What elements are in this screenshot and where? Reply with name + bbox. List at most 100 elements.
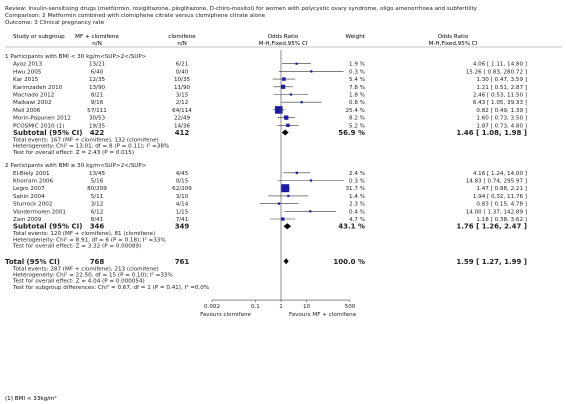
study-marker — [300, 101, 303, 104]
subtotal-label: Subtotal (95% CI) — [13, 129, 82, 137]
study-or-ci: 4.06 [ 1.11, 14.80 ] — [473, 62, 527, 68]
axis-tick-label: 500 — [345, 304, 356, 310]
col-or: Odds Ratio — [268, 34, 299, 40]
study-marker — [282, 77, 286, 81]
study-or-ci: 2.46 [ 0.53, 11.50 ] — [473, 93, 527, 99]
subgroup-title: 1 Participants with BMI < 30 kg/m<SUP>2<… — [5, 54, 147, 60]
study-marker — [284, 115, 289, 120]
subgroup-stat: Heterogeneity: Chi² = 13.01, df = 8 (P =… — [13, 143, 169, 150]
study-or-ci: 15.26 [ 0.83, 280.72 ] — [466, 69, 527, 75]
axis-tick-label: 0.002 — [204, 304, 220, 310]
study-marker — [309, 179, 313, 182]
total-stat: Heterogeneity: Chi² = 22.50, df = 15 (P … — [13, 272, 173, 279]
total-stat: Total events: 287 (MF + clomifene), 213 … — [12, 266, 159, 272]
ctrl-events: 14/36 — [174, 123, 191, 129]
study-name: Moll 2006 — [13, 108, 41, 114]
exp-events: 8/41 — [91, 217, 104, 223]
study-weight: 0.3 % — [349, 179, 365, 185]
study-marker — [277, 202, 281, 205]
col-or-method: M-H,Fixed,95% CI — [259, 41, 308, 47]
ctrl-events: 10/35 — [174, 77, 191, 83]
subgroup-stat: Total events: 120 (MF + clomifene), 81 (… — [12, 231, 155, 237]
study-name: Morin-Papunen 2012 — [13, 116, 71, 122]
total-ctrl-n: 761 — [175, 258, 190, 266]
total-exp-n: 768 — [90, 258, 105, 266]
study-name: Kar 2015 — [13, 77, 39, 83]
exp-events: 57/111 — [87, 108, 107, 114]
exp-events: 3/12 — [91, 202, 104, 208]
subtotal-or-ci: 1.46 [ 1.08, 1.98 ] — [456, 129, 527, 137]
exp-events: 5/16 — [91, 179, 104, 185]
study-weight: 31.7 % — [345, 186, 365, 192]
study-weight: 5.2 % — [349, 123, 365, 129]
exp-events: 13/45 — [89, 171, 106, 177]
subgroup-title: 2 Participants with BMI ≥ 30 kg/m<SUP>2<… — [5, 163, 147, 169]
outcome-title: Outcome: 3 Clinical pregnancy rate — [5, 20, 105, 26]
study-name: Sturrock 2002 — [13, 202, 52, 208]
study-or-ci: 1.18 [ 0.38, 3.62 ] — [476, 217, 527, 223]
subtotal-diamond — [281, 129, 289, 136]
total-diamond — [283, 258, 289, 265]
study-marker — [275, 106, 283, 114]
exp-events: 5/11 — [91, 194, 104, 200]
study-weight: 5.4 % — [349, 77, 365, 83]
ctrl-events: 4/45 — [176, 171, 189, 177]
ctrl-events: 64/114 — [172, 108, 192, 114]
review-header: Review: Insulin-sensitising drugs (metfo… — [5, 6, 478, 26]
study-name: Sahin 2004 — [13, 194, 45, 200]
study-weight: 2.4 % — [349, 171, 365, 177]
study-marker — [287, 194, 290, 197]
ctrl-events: 3/15 — [176, 93, 189, 99]
footnote: (1) BMI < 33kg/m² — [5, 395, 57, 402]
study-name: Machado 2012 — [13, 93, 54, 99]
ctrl-events: 7/41 — [176, 217, 189, 223]
exp-events: 19/35 — [89, 123, 106, 129]
study-or-ci: 1.60 [ 0.73, 3.50 ] — [476, 116, 527, 122]
subgroup-stat: Test for overall effect: Z = 2.43 (P = 0… — [12, 150, 134, 156]
col-weight: Weight — [346, 34, 366, 40]
study-or-ci: 1.21 [ 0.51, 2.87 ] — [476, 85, 527, 91]
study-weight: 4.7 % — [349, 217, 365, 223]
subtotal-exp-n: 422 — [90, 129, 105, 137]
study-name: Hwu 2005 — [13, 69, 42, 75]
col-ctrl-nn: n/N — [177, 41, 187, 47]
review-title: Review: Insulin-sensitising drugs (metfo… — [5, 6, 478, 12]
ctrl-events: 0/15 — [176, 179, 189, 185]
axis-tick-label: 0.1 — [251, 304, 260, 310]
study-marker — [309, 210, 312, 213]
subgroup-stat: Total events: 167 (MF + clomifene), 132 … — [12, 138, 159, 144]
ctrl-events: 0/40 — [176, 69, 189, 75]
exp-events: 13/90 — [89, 85, 106, 91]
study-weight: 0.4 % — [349, 209, 365, 215]
ctrl-events: 11/90 — [174, 85, 191, 91]
col-study: Study or subgroup — [13, 34, 65, 40]
subgroup-stat: Test for overall effect: Z = 3.32 (P = 0… — [12, 244, 141, 250]
x-axis: 0.002 0.1 1 10 500 Favours clomifene Favours M… — [200, 50, 357, 318]
col-or2-method: M-H,Fixed,95% CI — [429, 41, 478, 47]
ctrl-events: 6/21 — [176, 62, 189, 68]
study-marker — [310, 70, 313, 73]
subtotal-diamond — [283, 223, 292, 230]
subgroup-stat: Heterogeneity: Chi² = 8.91, df = 6 (P = … — [13, 236, 166, 243]
total-stat: Test for overall effect: Z = 4.04 (P = 0… — [12, 279, 145, 285]
forest-rows: 1 Participants with BMI < 30 kg/m<SUP>2<… — [5, 54, 527, 291]
study-name: Karimzadeh 2010 — [13, 85, 63, 91]
col-exp: MF + clomifene — [75, 34, 119, 40]
study-name: Legro 2007 — [13, 186, 45, 192]
exp-events: 13/21 — [89, 62, 106, 68]
col-ctrl: clomifene — [168, 34, 196, 40]
exp-events: 6/12 — [91, 209, 104, 215]
exp-events: 9/16 — [91, 100, 104, 106]
comparison-title: Comparison: 2 Metformin combined with cl… — [5, 13, 266, 19]
exp-events: 80/209 — [87, 186, 107, 192]
col-or2: Odds Ratio — [438, 34, 469, 40]
study-or-ci: 1.47 [ 0.98, 2.21 ] — [476, 186, 527, 192]
exp-events: 12/35 — [89, 77, 106, 83]
ctrl-events: 2/12 — [176, 100, 189, 106]
subtotal-or-ci: 1.76 [ 1.26, 2.47 ] — [456, 223, 527, 231]
exp-events: 8/21 — [91, 93, 104, 99]
study-or-ci: 0.83 [ 0.15, 4.78 ] — [476, 202, 527, 208]
study-name: Zain 2009 — [13, 217, 42, 223]
exp-events: 30/53 — [89, 116, 106, 122]
study-marker — [281, 217, 285, 221]
